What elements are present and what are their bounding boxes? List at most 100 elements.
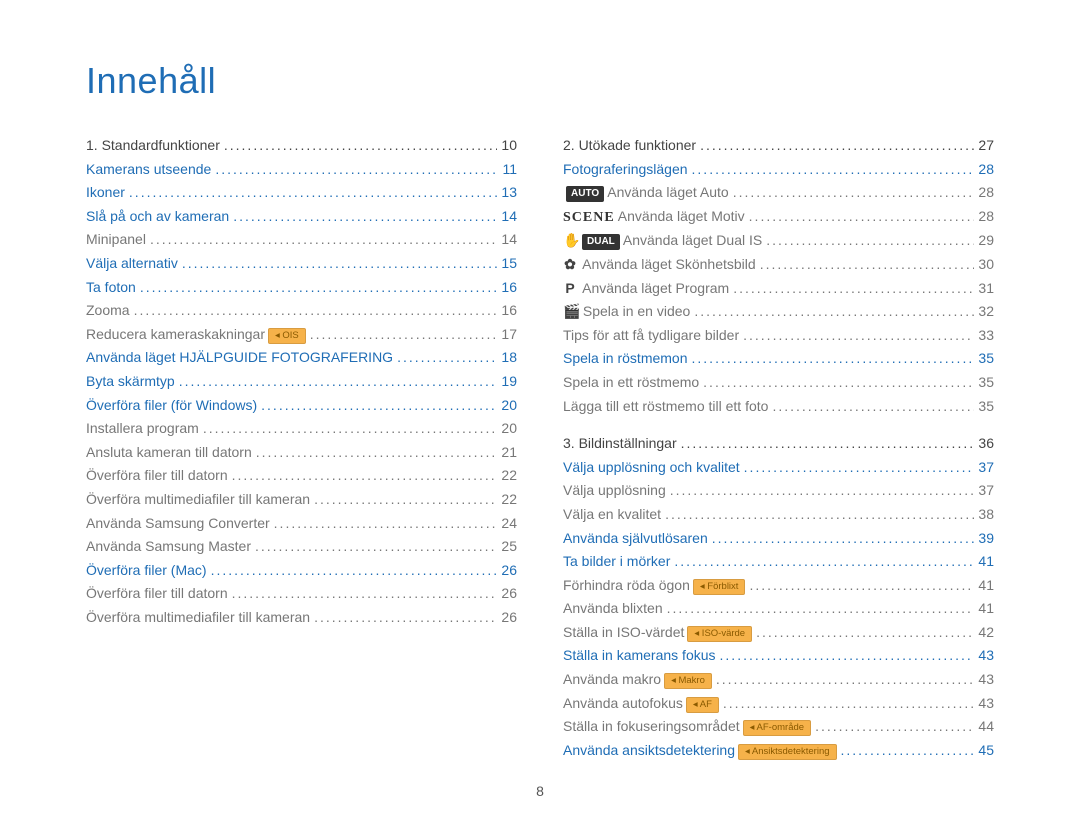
toc-leaders [703, 373, 974, 387]
toc-page-ref: 25 [501, 537, 517, 557]
toc-page-ref: 26 [501, 608, 517, 628]
toc-leaders [756, 623, 974, 637]
toc-leaders [733, 279, 974, 293]
toc-page-ref: 15 [501, 254, 517, 274]
toc-label: Slå på och av kameran [86, 207, 229, 227]
toc-subitem: Ansluta kameran till datorn21 [86, 441, 517, 465]
toc-label: Installera program [86, 419, 199, 439]
toc-page-ref: 36 [978, 434, 994, 454]
toc-page-ref: 44 [978, 717, 994, 737]
toc-leaders [140, 278, 498, 292]
toc-label: Ta foton [86, 278, 136, 298]
toc-link[interactable]: Välja alternativ15 [86, 252, 517, 276]
toc-link[interactable]: Överföra filer (för Windows)20 [86, 394, 517, 418]
toc-link[interactable]: Använda läget HJÄLPGUIDE FOTOGRAFERING18 [86, 346, 517, 370]
toc-label: Använda Samsung Converter [86, 514, 270, 534]
toc-subitem: Lägga till ett röstmemo till ett foto35 [563, 395, 994, 419]
toc-leaders [700, 136, 974, 150]
toc-label: Ställa in kamerans fokus [563, 646, 716, 666]
toc-label: Välja upplösning och kvalitet [563, 458, 740, 478]
mode-badge: AUTO [566, 186, 604, 202]
toc-leaders [397, 348, 497, 362]
toc-subitem: SCENE Använda läget Motiv28 [563, 205, 994, 230]
toc-leaders [256, 443, 498, 457]
toc-link[interactable]: Byta skärmtyp19 [86, 370, 517, 394]
toc-label: Byta skärmtyp [86, 372, 175, 392]
toc-leaders [723, 694, 975, 708]
toc-page-ref: 37 [978, 481, 994, 501]
toc-label: 3. Bildinställningar [563, 434, 677, 454]
toc-page-ref: 11 [502, 160, 517, 180]
toc-leaders [841, 741, 975, 755]
mode-icon: 🎬 [563, 302, 577, 322]
toc-link[interactable]: Använda ansiktsdetektering◂ Ansiktsdetek… [563, 739, 994, 763]
toc-page-ref: 13 [501, 183, 517, 203]
toc-link[interactable]: Ta foton16 [86, 276, 517, 300]
toc-page-ref: 22 [501, 490, 517, 510]
option-chip: ◂ AF-område [743, 720, 811, 736]
option-chip: ◂ OIS [268, 328, 306, 344]
toc-label: ✿ Använda läget Skönhetsbild [563, 255, 756, 275]
toc-page-ref: 37 [978, 458, 994, 478]
toc-page-ref: 28 [978, 183, 994, 203]
toc-label: P Använda läget Program [563, 279, 729, 299]
toc-leaders [692, 160, 975, 174]
toc-page-ref: 39 [978, 529, 994, 549]
toc-label: Minipanel [86, 230, 146, 250]
toc-link[interactable]: Slå på och av kameran14 [86, 205, 517, 229]
mode-icon: ✋ [563, 231, 577, 251]
toc-label: Överföra filer (för Windows) [86, 396, 257, 416]
toc-subitem: Minipanel14 [86, 228, 517, 252]
toc-col-right: 2. Utökade funktioner27Fotograferingsläg… [563, 134, 994, 762]
toc-label: Förhindra röda ögon◂ Förblixt [563, 576, 745, 596]
toc-label: Lägga till ett röstmemo till ett foto [563, 397, 768, 417]
toc-link[interactable]: Använda självutlösaren39 [563, 527, 994, 551]
toc-label: ✋DUAL Använda läget Dual IS [563, 231, 762, 251]
toc-label: Välja upplösning [563, 481, 666, 501]
toc-leaders [274, 514, 498, 528]
toc-link[interactable]: Ikoner13 [86, 181, 517, 205]
toc-label: Kamerans utseende [86, 160, 211, 180]
toc-leaders [310, 325, 498, 339]
toc-leaders [255, 537, 497, 551]
toc-col-left: 1. Standardfunktioner10Kamerans utseende… [86, 134, 517, 762]
toc-link[interactable]: Ta bilder i mörker41 [563, 550, 994, 574]
toc-link[interactable]: Spela in röstmemon35 [563, 347, 994, 371]
toc-link[interactable]: Överföra filer (Mac)26 [86, 559, 517, 583]
toc-subitem: Zooma16 [86, 299, 517, 323]
toc-label: 1. Standardfunktioner [86, 136, 220, 156]
toc-subitem: Ställa in fokuseringsområdet◂ AF-område4… [563, 715, 994, 739]
toc-page-ref: 26 [501, 561, 517, 581]
toc-page-ref: 35 [978, 373, 994, 393]
toc-label: Överföra filer till datorn [86, 584, 228, 604]
toc-leaders [211, 561, 498, 575]
toc-section[interactable]: 2. Utökade funktioner27 [563, 134, 994, 158]
toc-page-ref: 43 [978, 670, 994, 690]
toc-leaders [670, 481, 975, 495]
toc-subitem: Tips för att få tydligare bilder33 [563, 324, 994, 348]
toc-leaders [232, 466, 498, 480]
toc-link[interactable]: Fotograferingslägen28 [563, 158, 994, 182]
toc-link[interactable]: Välja upplösning och kvalitet 37 [563, 456, 994, 480]
toc-label: Använda ansiktsdetektering◂ Ansiktsdetek… [563, 741, 837, 761]
option-chip: ◂ Förblixt [693, 579, 746, 595]
toc-page-ref: 20 [501, 419, 517, 439]
option-chip: ◂ Makro [664, 673, 712, 689]
toc-section[interactable]: 1. Standardfunktioner10 [86, 134, 517, 158]
toc-section[interactable]: 3. Bildinställningar 36 [563, 432, 994, 456]
toc-subitem: Installera program 20 [86, 417, 517, 441]
toc-subitem: ✿ Använda läget Skönhetsbild30 [563, 253, 994, 277]
toc-leaders [179, 372, 498, 386]
toc-page-ref: 41 [978, 552, 994, 572]
toc-page-ref: 28 [978, 160, 994, 180]
toc-subitem: Välja en kvalitet38 [563, 503, 994, 527]
toc-link[interactable]: Kamerans utseende 11 [86, 158, 517, 182]
option-chip: ◂ Ansiktsdetektering [738, 744, 837, 760]
toc-link[interactable]: Ställa in kamerans fokus43 [563, 644, 994, 668]
toc-subitem: AUTO Använda läget Auto28 [563, 181, 994, 205]
toc-leaders [667, 599, 975, 613]
mode-icon: P [563, 279, 577, 299]
page-title: Innehåll [86, 60, 994, 102]
toc-leaders [233, 207, 497, 221]
toc-label: 2. Utökade funktioner [563, 136, 696, 156]
